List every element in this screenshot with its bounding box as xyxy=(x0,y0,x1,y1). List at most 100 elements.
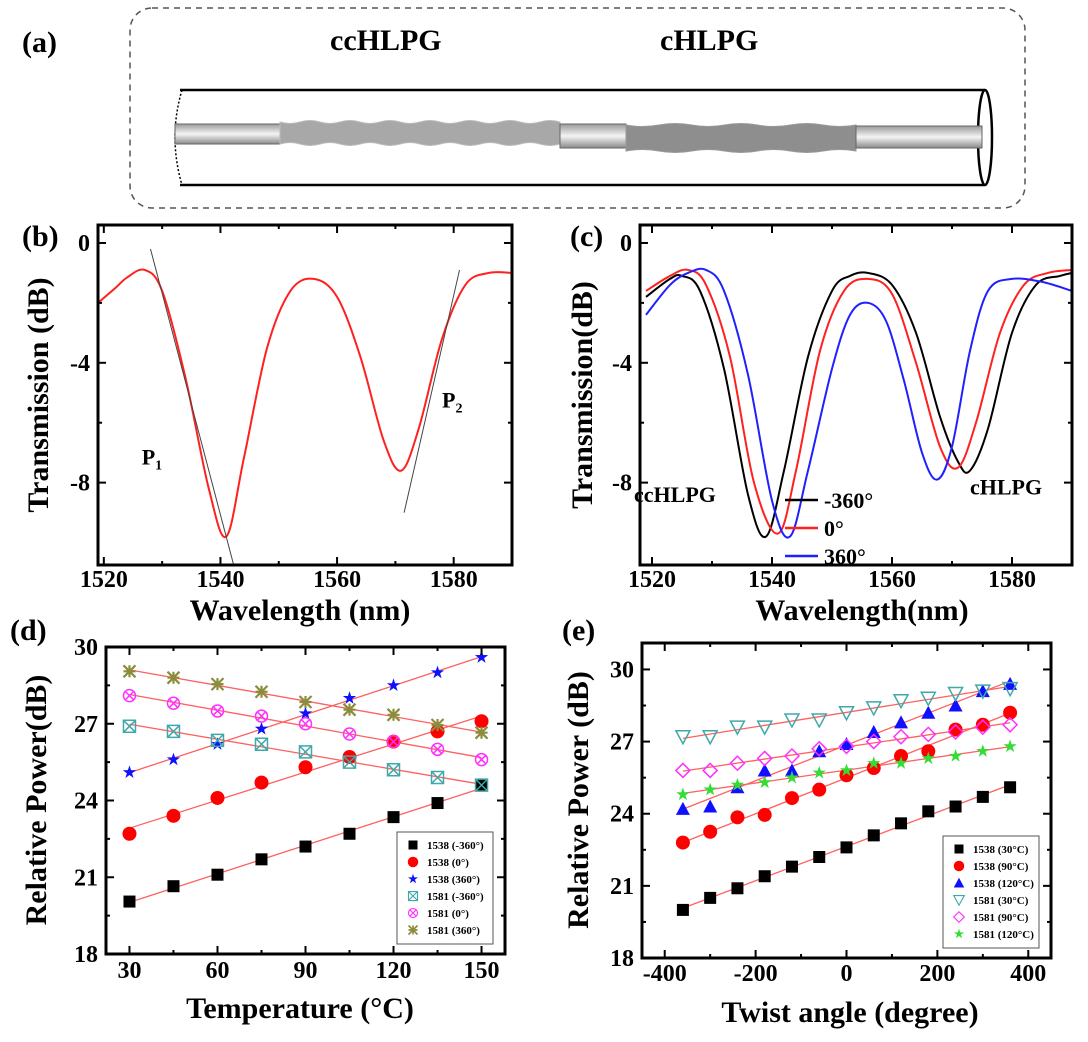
data-point xyxy=(298,695,313,709)
data-point xyxy=(474,714,489,729)
data-point xyxy=(865,701,883,717)
legend-marker xyxy=(408,873,418,884)
data-point xyxy=(430,665,445,679)
plot-frame xyxy=(96,223,514,567)
y-axis-label: Transmission(dB) xyxy=(566,281,599,509)
y-tick-label: 30 xyxy=(610,657,634,683)
data-point xyxy=(386,678,401,692)
y-tick-label: -4 xyxy=(612,351,632,377)
legend-marker xyxy=(953,877,965,888)
x-tick-label: 1580 xyxy=(430,567,478,593)
y-axis-label: Relative Power(dB) xyxy=(20,675,53,926)
y-tick-label: -4 xyxy=(70,351,90,377)
data-point xyxy=(894,749,909,764)
data-point xyxy=(974,684,992,700)
cchlpg-label: ccHLPG xyxy=(330,24,442,57)
x-tick-label: 90 xyxy=(294,958,318,984)
data-point xyxy=(947,723,964,741)
data-point xyxy=(342,691,357,704)
x-tick-label: 60 xyxy=(205,958,229,984)
legend-label: 1538 (360°) xyxy=(427,874,480,886)
series-line-0° xyxy=(645,268,1072,535)
data-point xyxy=(703,782,717,796)
annotation: cHLPG xyxy=(970,475,1042,500)
series-line--360° xyxy=(645,271,1072,539)
plot-area xyxy=(645,267,1072,539)
data-point xyxy=(785,770,799,784)
data-point xyxy=(892,693,910,710)
data-point xyxy=(474,725,489,740)
data-point xyxy=(166,808,181,823)
data-point xyxy=(866,724,881,738)
tube-left-end xyxy=(174,89,183,186)
plot-frame xyxy=(104,645,507,956)
annotation-subscript: 1 xyxy=(155,459,162,474)
data-point xyxy=(757,807,772,822)
legend-marker xyxy=(953,860,965,872)
legend-label: 1581 (120°C) xyxy=(973,929,1034,941)
legend-marker xyxy=(407,856,419,868)
data-point xyxy=(474,650,489,663)
fit-line xyxy=(129,693,482,759)
data-point xyxy=(947,686,964,703)
data-point xyxy=(867,829,880,842)
x-tick-label: 120 xyxy=(376,958,412,984)
data-point xyxy=(701,730,719,746)
x-tick-label: -400 xyxy=(643,961,687,987)
plot-area xyxy=(674,676,1019,916)
plot-frame xyxy=(640,641,1053,960)
data-point xyxy=(921,751,935,765)
data-point xyxy=(920,726,937,743)
data-point xyxy=(254,775,269,790)
legend-label: -360° xyxy=(824,488,873,513)
data-point xyxy=(839,736,854,750)
y-tick-label: 18 xyxy=(610,946,634,972)
data-point xyxy=(756,720,773,736)
data-point xyxy=(811,740,828,757)
data-point xyxy=(210,733,225,748)
legend-marker xyxy=(954,928,964,939)
data-point xyxy=(1003,705,1018,720)
legend-marker xyxy=(954,844,964,854)
data-point xyxy=(676,787,690,801)
data-point xyxy=(949,800,962,813)
data-point xyxy=(674,762,691,779)
legend-marker xyxy=(408,840,418,850)
x-tick-label: 30 xyxy=(117,958,141,984)
data-point xyxy=(757,763,772,777)
ccHLPG-twisted-section xyxy=(279,120,561,146)
fit-line xyxy=(682,685,1011,740)
legend-marker xyxy=(407,890,419,902)
dashed-frame xyxy=(129,7,1026,209)
y-tick-label: 27 xyxy=(74,712,98,738)
legend: 1538 (-360°) 1538 (0°) 1538 (360°) 1581 (-3… xyxy=(396,831,494,945)
fiber-segment-2 xyxy=(559,123,627,149)
data-point xyxy=(167,880,180,893)
chart-c: 1520 1540 1560 1580 0 -4 -8 Wavelength(nm) Trans… xyxy=(566,223,1074,627)
panel-label-d: (d) xyxy=(10,614,47,647)
data-point xyxy=(342,727,357,741)
data-point xyxy=(703,824,718,839)
plot-area xyxy=(122,650,489,908)
data-point xyxy=(210,677,225,691)
legend-marker xyxy=(952,910,966,924)
data-point xyxy=(1003,739,1017,753)
plot-area xyxy=(98,268,512,539)
data-point xyxy=(839,768,854,783)
x-tick-label: 400 xyxy=(1010,961,1046,987)
y-tick-label: 24 xyxy=(74,789,98,815)
data-point xyxy=(342,702,357,717)
data-point xyxy=(210,704,225,718)
data-point xyxy=(166,724,181,739)
data-point xyxy=(894,756,908,769)
legend-label: 1538 (0°) xyxy=(427,857,469,869)
data-point xyxy=(838,705,855,722)
data-point xyxy=(920,691,937,707)
data-point xyxy=(386,734,401,749)
data-point xyxy=(122,826,137,841)
annotation: ccHLPG xyxy=(634,482,716,507)
data-point xyxy=(430,718,445,732)
x-tick-label: 1560 xyxy=(868,567,916,593)
x-axis-label: Temperature (°C) xyxy=(186,992,414,1025)
data-point xyxy=(729,720,746,736)
